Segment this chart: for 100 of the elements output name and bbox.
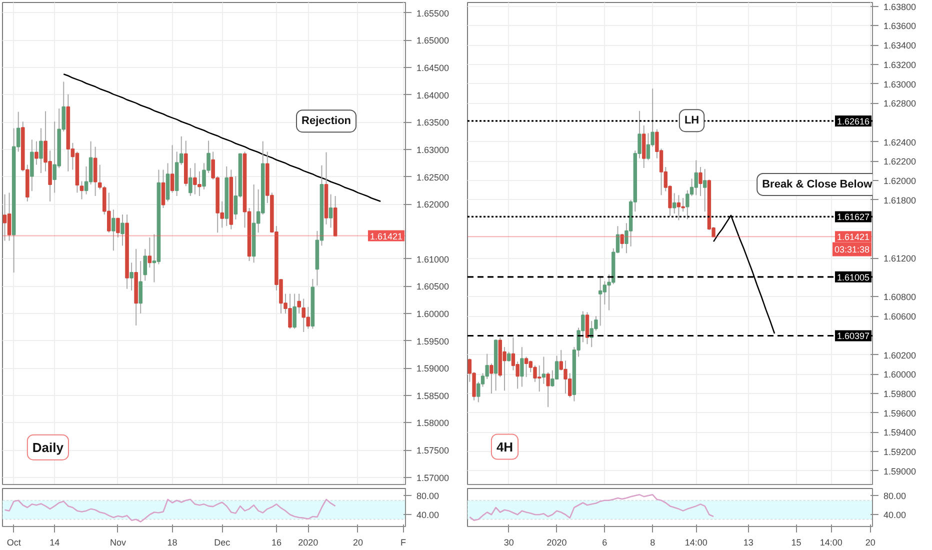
candlestick xyxy=(490,363,494,394)
y-tick-label: 1.63800 xyxy=(884,2,916,12)
ref-line-label: 1.61627 xyxy=(836,212,870,222)
y-tick-label: 1.63000 xyxy=(416,145,450,156)
y-tick-label: 1.63000 xyxy=(884,79,916,90)
candlestick xyxy=(39,128,43,174)
candlestick xyxy=(138,260,143,314)
y-tick-label: 1.60000 xyxy=(884,370,916,380)
candlestick xyxy=(116,217,120,238)
y-tick-label: 1.57500 xyxy=(416,446,450,456)
candlestick xyxy=(188,168,192,196)
candlestick xyxy=(698,166,702,197)
y-tick-label: 1.61000 xyxy=(416,254,450,264)
candlestick xyxy=(598,276,602,326)
x-tick-label: 14:00 xyxy=(684,538,708,548)
x-tick-label: Oct xyxy=(6,538,22,548)
y-tick-label: 40.00 xyxy=(884,510,906,520)
candlestick xyxy=(34,140,38,166)
candlestick xyxy=(694,160,698,196)
candlestick xyxy=(672,192,676,214)
y-tick-label: 40.00 xyxy=(416,510,440,520)
y-tick-label: 1.62200 xyxy=(884,156,916,167)
candlestick xyxy=(646,132,650,161)
candlestick xyxy=(585,312,590,345)
y-tick-label: 1.65500 xyxy=(416,8,450,18)
candlestick xyxy=(297,293,301,314)
candlestick xyxy=(542,356,546,384)
y-tick-label: 1.59000 xyxy=(416,364,450,374)
x-tick-label: 2020 xyxy=(298,538,318,548)
y-tick-label: 1.63600 xyxy=(884,21,916,32)
y-tick-label: 1.57000 xyxy=(416,472,450,483)
annotation: Break & Close Below xyxy=(762,178,873,190)
ref-line-label: 1.61421 xyxy=(836,232,870,242)
line-series xyxy=(469,494,714,521)
candlestick xyxy=(533,364,537,382)
candlestick xyxy=(328,194,333,228)
candlestick xyxy=(520,346,524,388)
candlestick xyxy=(170,144,174,194)
x-tick-label: 14 xyxy=(50,538,60,548)
y-tick-label: 1.60800 xyxy=(884,292,916,302)
y-tick-label: 1.60500 xyxy=(416,282,450,292)
x-tick-label: 15 xyxy=(791,538,802,548)
x-tick-label: 20 xyxy=(352,538,363,548)
ref-line-label: 1.60397 xyxy=(836,331,870,342)
x-tick-label: 13 xyxy=(743,538,754,548)
y-tick-label: 1.59200 xyxy=(884,447,916,458)
y-tick-label: 1.60200 xyxy=(884,350,916,360)
y-tick-label: 1.58000 xyxy=(416,418,450,428)
annotation: 03:31:38 xyxy=(834,244,870,254)
candlestick xyxy=(148,236,152,268)
line-series xyxy=(62,73,382,202)
candlestick xyxy=(7,192,12,242)
candlestick xyxy=(507,351,511,362)
candlestick xyxy=(93,146,98,196)
y-tick-label: 80.00 xyxy=(416,491,440,502)
candlestick xyxy=(676,194,681,221)
candlestick xyxy=(292,293,296,330)
x-tick-label: 16 xyxy=(271,538,282,548)
y-tick-label: 1.58500 xyxy=(416,390,450,401)
candlestick xyxy=(686,190,690,220)
y-tick-label: 1.62000 xyxy=(884,176,916,186)
candlestick xyxy=(564,360,568,394)
y-tick-label: 1.61800 xyxy=(884,195,916,206)
x-tick-label: 8 xyxy=(650,538,656,548)
x-tick-label: Dec xyxy=(214,538,231,548)
y-tick-label: 1.63200 xyxy=(884,60,916,70)
candlestick xyxy=(302,298,306,333)
x-tick-label: 14:00 xyxy=(820,538,842,548)
y-tick-label: 1.62800 xyxy=(884,98,916,109)
y-tick-label: 1.64000 xyxy=(416,90,450,100)
ref-line-label: 1.61005 xyxy=(836,272,870,282)
y-tick-label: 1.64500 xyxy=(416,63,450,74)
x-tick-label: F xyxy=(400,538,406,548)
y-tick-label: 1.60600 xyxy=(884,312,916,322)
candlestick xyxy=(602,280,607,305)
y-tick-label: 1.62500 xyxy=(416,172,450,182)
candlestick xyxy=(681,198,685,212)
y-tick-label: 1.62000 xyxy=(416,200,450,210)
y-tick-label: 1.59600 xyxy=(884,408,916,418)
y-tick-label: 1.60000 xyxy=(416,308,450,319)
annotation: Daily xyxy=(32,440,64,455)
candlestick xyxy=(568,372,572,398)
y-tick-label: 1.65000 xyxy=(416,36,450,46)
candlestick xyxy=(161,169,166,208)
ref-line-label: 1.61421 xyxy=(370,231,403,242)
y-tick-label: 1.63500 xyxy=(416,118,450,128)
candlestick xyxy=(620,233,624,249)
annotation: LH xyxy=(684,114,700,127)
y-tick-label: 1.59000 xyxy=(884,466,916,476)
x-tick-label: Nov xyxy=(110,538,126,548)
candlestick xyxy=(2,194,7,242)
candlestick xyxy=(143,248,148,282)
annotation: 4H xyxy=(496,439,514,454)
candlestick xyxy=(120,214,124,246)
x-tick-label: 6 xyxy=(602,538,608,548)
y-tick-label: 1.62400 xyxy=(884,137,916,148)
y-tick-label: 1.61200 xyxy=(884,254,916,264)
y-tick-label: 1.59500 xyxy=(416,336,450,346)
candlestick xyxy=(546,372,550,408)
x-tick-label: 20 xyxy=(865,538,876,548)
